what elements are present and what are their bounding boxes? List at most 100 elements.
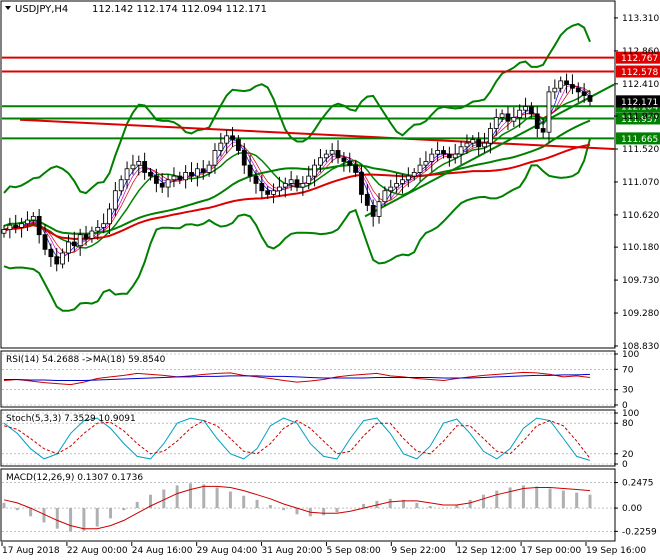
candle-body xyxy=(194,168,200,177)
candle-body xyxy=(206,164,212,173)
candle-body xyxy=(212,150,218,166)
macd-pane[interactable] xyxy=(0,468,616,542)
candle-body xyxy=(177,175,183,181)
pane-tick-label: 0 xyxy=(622,460,628,470)
candle-body xyxy=(66,241,71,254)
candle-body xyxy=(388,186,394,192)
time-tick-label: 31 Aug 20:00 xyxy=(262,546,323,556)
candle-body xyxy=(153,175,159,184)
stoch-line xyxy=(3,417,591,461)
candle-body xyxy=(200,168,206,173)
candle-body xyxy=(505,113,511,122)
pane-tick-label: 0.2475 xyxy=(622,479,654,489)
candle-body xyxy=(54,256,60,265)
bollinger-lower xyxy=(3,138,591,312)
pane-tick-label: -0.2259 xyxy=(622,527,657,537)
candle-body xyxy=(382,190,388,203)
level-label-bg xyxy=(616,132,660,145)
candle-body xyxy=(417,164,423,173)
price-tick-label: 113.310 xyxy=(622,14,659,24)
candle-body xyxy=(347,161,353,166)
bollinger-upper xyxy=(3,22,591,195)
candle-body xyxy=(183,172,189,181)
candle-body xyxy=(370,204,376,217)
candle-body xyxy=(48,248,54,258)
price-tick-label: 111.970 xyxy=(622,112,659,122)
candle-body xyxy=(112,190,118,210)
candle-body xyxy=(529,106,534,115)
candle-body xyxy=(318,157,323,166)
price-tick-label: 112.410 xyxy=(622,80,659,90)
time-tick-label: 5 Sep 08:00 xyxy=(326,546,381,556)
long-ma-green xyxy=(3,119,591,235)
candle-body xyxy=(124,168,130,181)
candle-body xyxy=(83,234,89,239)
pane-tick-label: 80 xyxy=(622,419,634,429)
candle-body xyxy=(60,252,65,265)
candle-body xyxy=(101,223,107,228)
candle-body xyxy=(218,142,224,151)
candle-body xyxy=(394,183,400,188)
candle-body xyxy=(312,164,317,177)
candle-body xyxy=(329,150,335,155)
rsi-pane[interactable] xyxy=(0,350,616,408)
trendline-resistance xyxy=(19,118,615,151)
candle-body xyxy=(376,201,382,217)
time-tick-label: 29 Aug 04:00 xyxy=(197,546,258,556)
candle-body xyxy=(487,128,493,144)
candle-body xyxy=(13,224,19,228)
candle-body xyxy=(476,139,482,148)
symbol-label: USDJPY,H4 xyxy=(15,4,68,15)
candle-body xyxy=(253,175,259,184)
candle-body xyxy=(482,142,487,148)
pane-tick-label: 70 xyxy=(622,365,634,375)
candle-body xyxy=(511,117,517,122)
stoch-pane[interactable] xyxy=(0,409,616,467)
candle-body xyxy=(277,186,282,192)
level-label-bg xyxy=(616,65,660,78)
candle-body xyxy=(95,226,101,232)
candle-body xyxy=(364,194,370,206)
price-tick-label: 111.070 xyxy=(622,178,659,188)
candle-body xyxy=(517,109,523,118)
macd-signal-line xyxy=(3,485,591,530)
candle-body xyxy=(581,91,587,96)
candle-body xyxy=(230,135,235,140)
price-tick-label: 109.730 xyxy=(622,276,659,286)
candle-body xyxy=(224,135,230,144)
price-tick-label: 111.520 xyxy=(622,145,659,155)
candle-body xyxy=(247,164,253,177)
candle-body xyxy=(294,179,300,188)
candle-body xyxy=(499,113,505,118)
candle-body xyxy=(36,215,42,236)
ohlc-label: 112.142 112.174 112.094 112.171 xyxy=(92,4,267,15)
candle-body xyxy=(189,172,194,177)
candle-body xyxy=(142,161,148,173)
candle-body xyxy=(564,80,569,85)
candle-body xyxy=(282,183,288,188)
candle-body xyxy=(323,153,329,159)
level-label: 112.104 xyxy=(621,103,658,113)
candle-body xyxy=(446,153,452,159)
time-tick-label: 22 Aug 00:00 xyxy=(67,546,128,556)
time-tick-label: 24 Aug 16:00 xyxy=(132,546,193,556)
candle-body xyxy=(89,230,95,239)
candle-body xyxy=(405,175,411,181)
pane-tick-label: 0 xyxy=(622,401,628,411)
candle-body xyxy=(464,142,470,148)
stoch-label: Stoch(5,3,3) 7.3529 10.9091 xyxy=(6,414,136,424)
rsi-line xyxy=(3,371,591,386)
pane-tick-label: 100 xyxy=(622,409,639,419)
candle-body xyxy=(42,234,48,250)
time-tick-label: 19 Sep 16:00 xyxy=(586,546,646,556)
price-pane[interactable] xyxy=(0,0,616,349)
price-axis: 113.310 112.860 112.410 111.970 111.520 111.0… xyxy=(614,14,659,352)
candle-body xyxy=(558,80,564,89)
candle-body xyxy=(359,172,364,195)
candle-body xyxy=(159,183,165,188)
current-price-label: 112.171 xyxy=(621,98,658,108)
dropdown-triangle-icon[interactable] xyxy=(5,6,11,10)
candle-body xyxy=(7,224,13,230)
level-label: 112.767 xyxy=(621,54,658,64)
